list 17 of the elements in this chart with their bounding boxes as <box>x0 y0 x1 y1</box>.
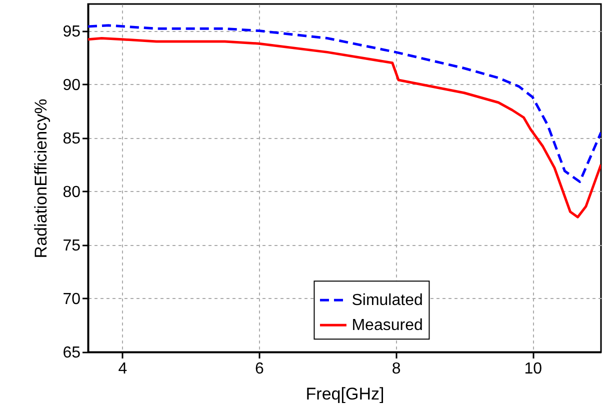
x-tick-label: 10 <box>524 360 542 378</box>
x-tick-label: 4 <box>118 360 128 378</box>
legend-label: Measured <box>352 317 423 334</box>
x-tick-label: 6 <box>255 360 264 378</box>
y-tick-label: 85 <box>62 130 81 148</box>
x-tick-label: 8 <box>392 360 401 378</box>
y-tick-label: 80 <box>62 184 81 201</box>
line-series <box>88 37 601 218</box>
y-tick-label: 65 <box>62 344 81 362</box>
y-tick-label: 75 <box>62 237 81 254</box>
y-tick-label: 95 <box>62 23 81 40</box>
y-axis-title: RadiationEfficiency% <box>32 98 51 258</box>
legend-label: Simulated <box>352 292 423 310</box>
x-axis-title: Freq[GHz] <box>306 384 384 404</box>
y-tick-label: 70 <box>62 290 81 308</box>
line-series <box>88 24 601 183</box>
y-tick-label: 90 <box>62 76 81 94</box>
